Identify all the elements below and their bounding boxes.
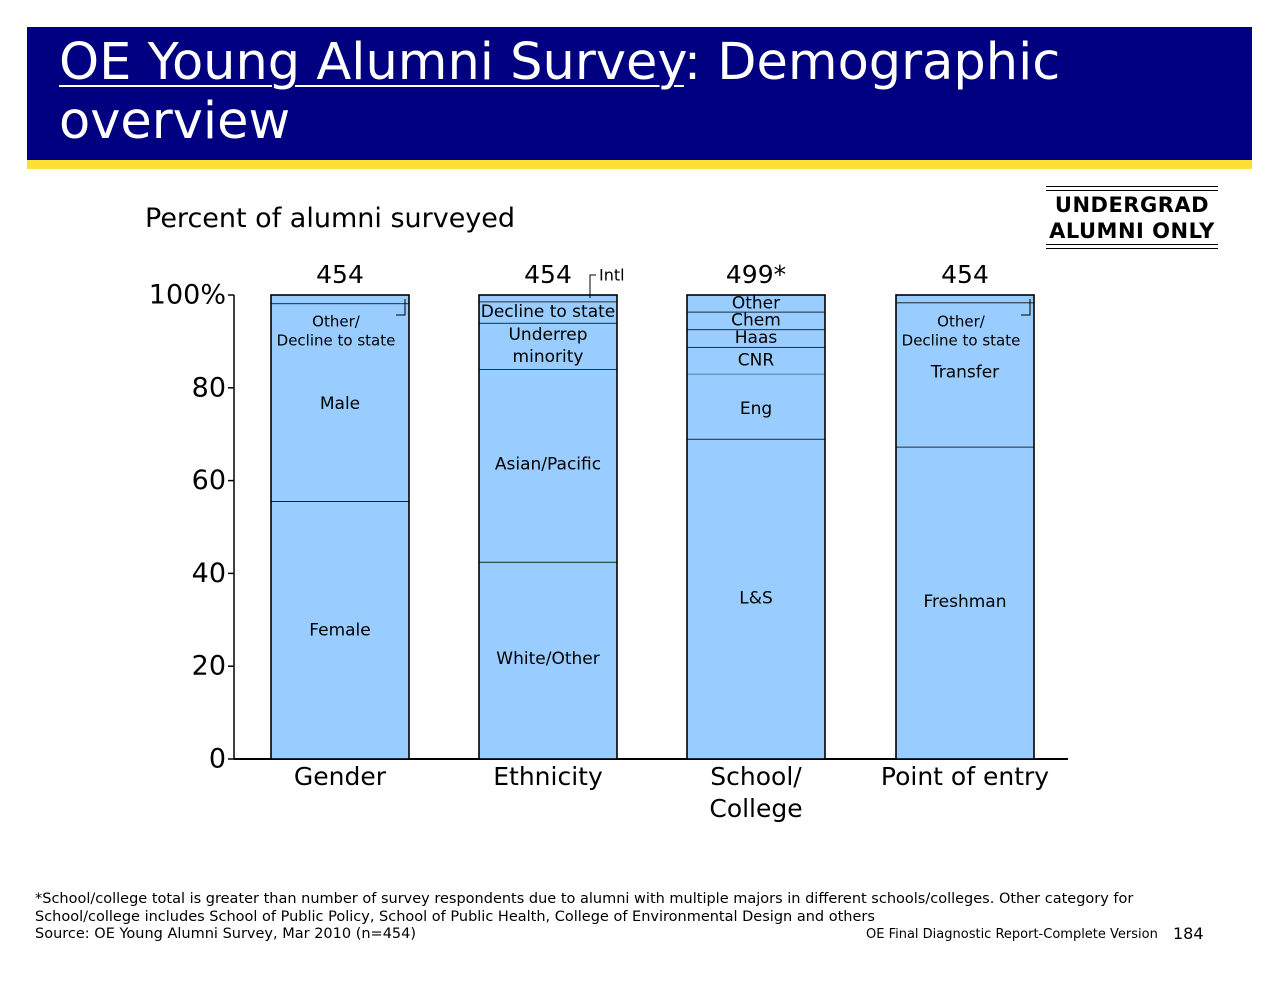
segment-label-eng: Eng (740, 399, 772, 419)
segment-label-underrep-minority: minority (513, 347, 584, 367)
y-tick-label: 80 (192, 372, 226, 403)
callout-bracket (589, 274, 596, 298)
segment-label-transfer: Transfer (930, 362, 999, 382)
y-tick-label: 40 (192, 558, 226, 589)
title-bar (27, 27, 1252, 160)
category-label-school-college: School/ (710, 762, 802, 791)
segment-label-male: Male (320, 394, 360, 414)
source-note: Source: OE Young Alumni Survey, Mar 2010… (35, 926, 417, 942)
bar-total-label: 454 (941, 260, 989, 289)
segment-label-other-decline-to-state: Decline to state (902, 332, 1021, 350)
bar-outline (478, 294, 618, 760)
bar-segment-cnr (687, 346, 825, 374)
segment-label-freshman: Freshman (924, 592, 1007, 612)
report-name: OE Final Diagnostic Report-Complete Vers… (866, 927, 1158, 942)
y-tick-label: 60 (192, 465, 226, 496)
segment-label-chem: Chem (731, 311, 781, 331)
segment-label-haas: Haas (735, 328, 778, 348)
segment-label-other-decline-to-state: Decline to state (277, 332, 396, 350)
bar-segment-eng (687, 373, 825, 439)
y-tick-label: 100% (149, 280, 226, 311)
segment-label-female: Female (309, 620, 370, 640)
bar-segment-transfer (896, 302, 1034, 447)
chart-subtitle: Percent of alumni surveyed (145, 203, 516, 234)
page-title: OE Young Alumni Survey: Demographic over… (59, 33, 1209, 151)
segment-label-intl: Intl (599, 266, 625, 285)
segment-label-underrep-minority: Underrep (508, 325, 587, 345)
bar-segment-haas (687, 329, 825, 347)
bar-total-label: 454 (316, 260, 364, 289)
segment-label-decline-to-state: Decline to state (481, 302, 616, 322)
bar-total-label: 499* (726, 260, 786, 289)
callout-bracket (1021, 299, 1031, 316)
y-tick-label: 0 (209, 744, 226, 775)
badge-line-2: ALUMNI ONLY (1049, 219, 1215, 243)
bar-total-label: 454 (524, 260, 572, 289)
bar-outline (895, 294, 1035, 760)
title-rest: : Demographic overview (59, 33, 1061, 151)
category-label-ethnicity: Ethnicity (493, 762, 603, 791)
segment-label-other-decline-to-state: Other/ (312, 313, 361, 331)
callout-bracket (396, 299, 406, 316)
title-accent-stripe (27, 160, 1252, 169)
survey-link[interactable]: OE Young Alumni Survey (59, 33, 684, 92)
bar-segment-l-s (687, 438, 825, 759)
page-number: 184 (1173, 924, 1204, 943)
bar-segment-other (687, 295, 825, 312)
bar-segment-asian-pacific (479, 369, 617, 562)
category-label-point-of-entry: Point of entry (881, 762, 1049, 791)
segment-label-cnr: CNR (738, 350, 775, 370)
segment-label-asian-pacific: Asian/Pacific (495, 454, 601, 474)
undergrad-alumni-badge: UNDERGRAD ALUMNI ONLY (1040, 186, 1220, 250)
segment-label-l-s: L&S (739, 588, 773, 608)
segment-label-white-other: White/Other (496, 649, 599, 669)
category-label-school-college: College (709, 794, 802, 823)
bar-segment-other-decline-to-state (271, 295, 409, 304)
bar-outline (270, 294, 410, 760)
category-label-gender: Gender (294, 762, 387, 791)
bar-segment-underrep-minority (479, 322, 617, 370)
badge-line-1: UNDERGRAD (1054, 193, 1210, 217)
bar-segment-decline-to-state (479, 301, 617, 323)
bar-outline (686, 294, 826, 760)
bar-segment-freshman (896, 446, 1034, 759)
footnote: *School/college total is greater than nu… (35, 891, 1134, 925)
y-tick-label: 20 (192, 651, 226, 682)
bar-segment-male (271, 303, 409, 502)
bar-segment-female (271, 501, 409, 759)
bar-segment-white-other (479, 561, 617, 759)
bar-segment-intl (479, 295, 617, 302)
segment-label-other-decline-to-state: Other/ (937, 313, 986, 331)
bar-segment-other-decline-to-state (896, 295, 1034, 303)
bar-segment-chem (687, 311, 825, 330)
segment-label-other: Other (732, 293, 780, 313)
